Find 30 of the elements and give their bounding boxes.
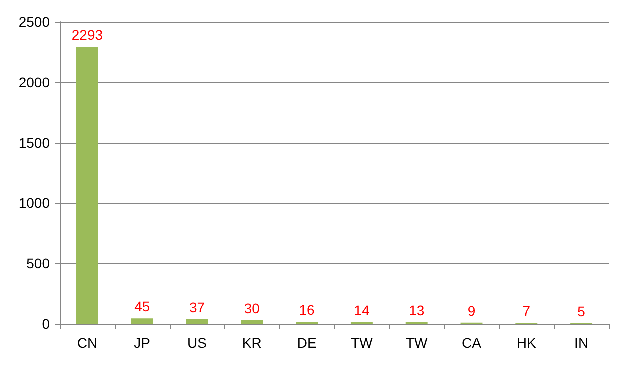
data-label: 7: [522, 303, 531, 320]
data-label: 13: [409, 302, 425, 318]
y-tick-label: 2500: [18, 14, 50, 30]
bar: [131, 318, 154, 324]
x-tick-label: TW: [351, 335, 374, 351]
data-label: 37: [189, 300, 206, 316]
x-tick-label: CN: [77, 335, 98, 351]
y-tick-label: 2000: [18, 74, 50, 90]
x-tick-label: KR: [242, 335, 262, 351]
y-tick-label: 1500: [18, 134, 50, 151]
x-tick-label: US: [188, 335, 207, 351]
y-tick-label: 0: [42, 316, 50, 332]
data-label: 5: [578, 303, 586, 320]
data-label: 14: [354, 302, 370, 318]
data-label: 16: [299, 302, 316, 318]
bar: [76, 47, 98, 324]
x-tick-label: JP: [134, 335, 151, 351]
y-tick-label: 1000: [18, 195, 50, 212]
x-tick-label: TW: [406, 335, 429, 351]
x-tick-label: HK: [516, 335, 538, 351]
data-label: 45: [134, 298, 150, 315]
bar: [186, 320, 208, 324]
y-tick-label: 500: [26, 256, 50, 272]
data-label: 30: [244, 300, 260, 316]
x-tick-label: DE: [297, 335, 317, 351]
x-tick-label: IN: [574, 335, 589, 351]
data-label: 2293: [72, 27, 104, 44]
data-label: 9: [468, 302, 476, 319]
x-tick-label: CA: [462, 335, 482, 351]
bar: [241, 320, 264, 324]
